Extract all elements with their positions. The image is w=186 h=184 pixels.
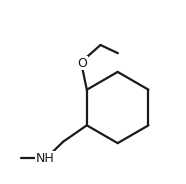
Text: O: O [77, 57, 87, 70]
Text: NH: NH [36, 152, 54, 165]
